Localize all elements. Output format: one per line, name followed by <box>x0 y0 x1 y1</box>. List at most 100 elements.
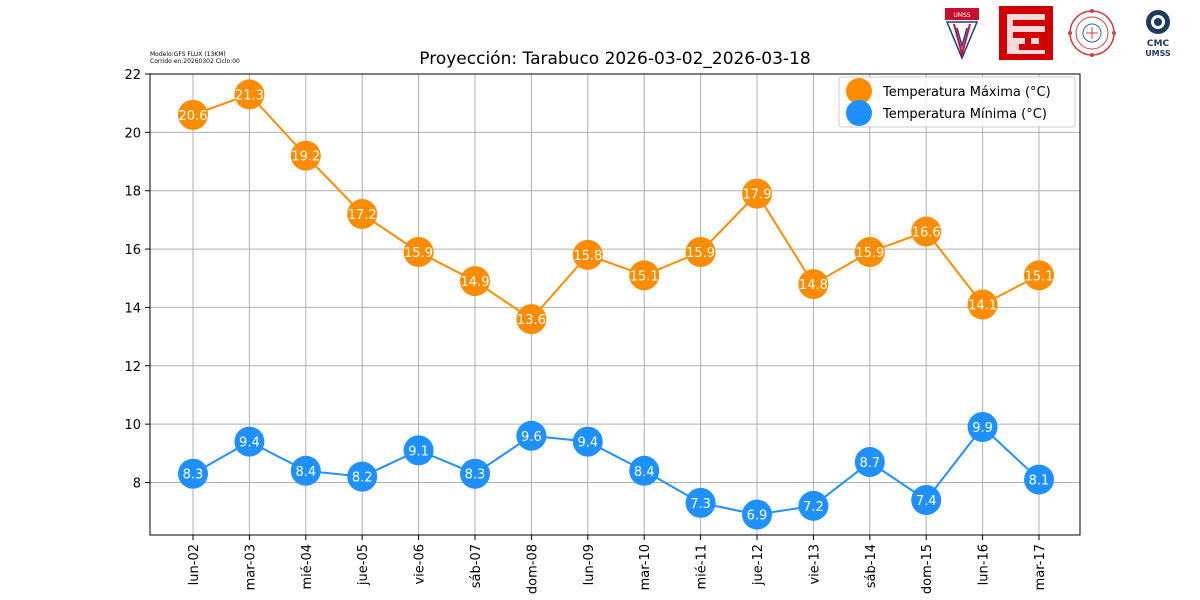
data-point <box>460 458 490 489</box>
data-point <box>234 426 265 457</box>
x-tick-label: vie-06 <box>413 544 428 585</box>
data-point <box>854 447 885 478</box>
chart-title: Proyección: Tarabuco 2026-03-02_2026-03-… <box>419 49 810 69</box>
x-tick-label: mié-04 <box>300 544 315 590</box>
model-info-line: Modelo:GFS FLUX (13KM) <box>150 51 226 58</box>
x-tick-label: dom-15 <box>920 544 935 594</box>
data-label: 14.1 <box>968 299 997 314</box>
data-label: 9.6 <box>521 430 542 445</box>
data-label: 9.4 <box>577 436 598 451</box>
data-label: 8.4 <box>634 465 655 480</box>
data-point <box>403 236 434 267</box>
data-label: 17.9 <box>743 188 772 203</box>
data-point <box>967 412 998 443</box>
data-point <box>798 269 829 300</box>
data-point <box>629 260 660 291</box>
red-maze-logo <box>999 6 1053 60</box>
y-tick-label: 22 <box>124 68 141 83</box>
x-tick-label: lun-09 <box>582 544 597 585</box>
data-label: 9.4 <box>239 436 260 451</box>
data-label: 13.6 <box>517 313 546 328</box>
data-point <box>516 304 547 335</box>
data-label: 6.9 <box>747 509 768 524</box>
x-tick-label: lun-02 <box>187 544 202 585</box>
legend-box <box>838 76 1076 128</box>
data-point <box>854 236 885 267</box>
cmc-umss-logo: CMC UMSS <box>1145 10 1171 58</box>
logo-cmc-text: CMC <box>1147 39 1170 49</box>
series-line-1 <box>192 425 1040 516</box>
data-point <box>572 239 603 270</box>
legend-marker <box>846 100 872 126</box>
logo-umss-text: UMSS <box>1145 49 1171 58</box>
data-point <box>911 484 942 515</box>
data-point <box>460 266 490 297</box>
data-label: 8.7 <box>859 456 880 471</box>
y-tick-label: 12 <box>124 360 141 375</box>
data-point <box>234 79 265 110</box>
data-label: 7.2 <box>803 500 824 515</box>
data-point <box>685 487 716 518</box>
data-label: 15.1 <box>1025 269 1054 284</box>
y-tick-label: 18 <box>124 185 141 200</box>
data-point <box>629 455 660 486</box>
x-tick-label: mar-03 <box>243 544 258 590</box>
data-label: 16.6 <box>912 226 941 241</box>
data-point <box>178 458 208 489</box>
x-tick-label: jue-05 <box>356 544 371 586</box>
data-point <box>572 426 603 457</box>
data-label: 9.9 <box>972 421 993 436</box>
data-point <box>290 455 321 486</box>
legend-label: Temperatura Máxima (°C) <box>882 85 1051 100</box>
data-label: 15.9 <box>855 246 884 261</box>
x-tick-label: dom-08 <box>525 544 540 594</box>
data-point <box>403 435 434 466</box>
data-point <box>1024 464 1054 495</box>
data-point <box>347 199 378 230</box>
legend-label: Temperatura Mínima (°C) <box>882 107 1047 122</box>
y-tick-label: 8 <box>133 476 141 491</box>
data-label: 8.2 <box>352 471 373 486</box>
plot-area-frame <box>149 73 1081 536</box>
data-point <box>798 490 829 521</box>
legend-marker <box>846 78 872 104</box>
data-label: 19.2 <box>291 150 320 165</box>
data-point <box>967 289 998 320</box>
x-tick-label: mié-11 <box>695 544 710 590</box>
data-point <box>290 140 321 171</box>
data-point <box>742 178 772 209</box>
y-tick-label: 14 <box>124 301 141 316</box>
legend: Temperatura Máxima (°C) Temperatura Mínim… <box>838 76 1076 128</box>
model-run-line: Corrido en:20260302 Ciclo:00 <box>150 58 240 65</box>
x-tick-label: mar-10 <box>638 544 653 590</box>
data-label: 14.9 <box>461 275 490 290</box>
data-point <box>685 236 716 267</box>
data-label: 14.8 <box>799 278 828 293</box>
y-tick-label: 16 <box>124 243 141 258</box>
data-label: 7.3 <box>690 497 711 512</box>
y-tick-label: 20 <box>124 126 141 141</box>
data-label: 8.3 <box>183 468 204 483</box>
data-label: 17.2 <box>348 208 377 223</box>
x-tick-label: sáb-07 <box>469 544 484 588</box>
data-label: 8.4 <box>295 465 316 480</box>
x-tick-label: sáb-14 <box>864 544 879 588</box>
data-label: 15.9 <box>404 246 433 261</box>
x-tick-label: jue-12 <box>751 544 766 586</box>
data-label: 20.6 <box>179 109 208 124</box>
umss-shield-logo: UMSS <box>945 8 979 60</box>
svg-text:UMSS: UMSS <box>953 12 970 19</box>
data-label: 15.9 <box>686 246 715 261</box>
x-tick-label: lun-16 <box>977 544 992 585</box>
x-tick-label: mar-17 <box>1033 544 1048 590</box>
data-label: 21.3 <box>235 88 264 103</box>
data-point <box>911 216 942 247</box>
data-label: 7.4 <box>916 494 937 509</box>
data-point <box>347 461 378 492</box>
data-point <box>178 99 208 130</box>
data-point <box>516 420 547 451</box>
data-label: 8.1 <box>1029 474 1050 489</box>
data-label: 15.1 <box>630 269 659 284</box>
data-point <box>1024 260 1054 291</box>
